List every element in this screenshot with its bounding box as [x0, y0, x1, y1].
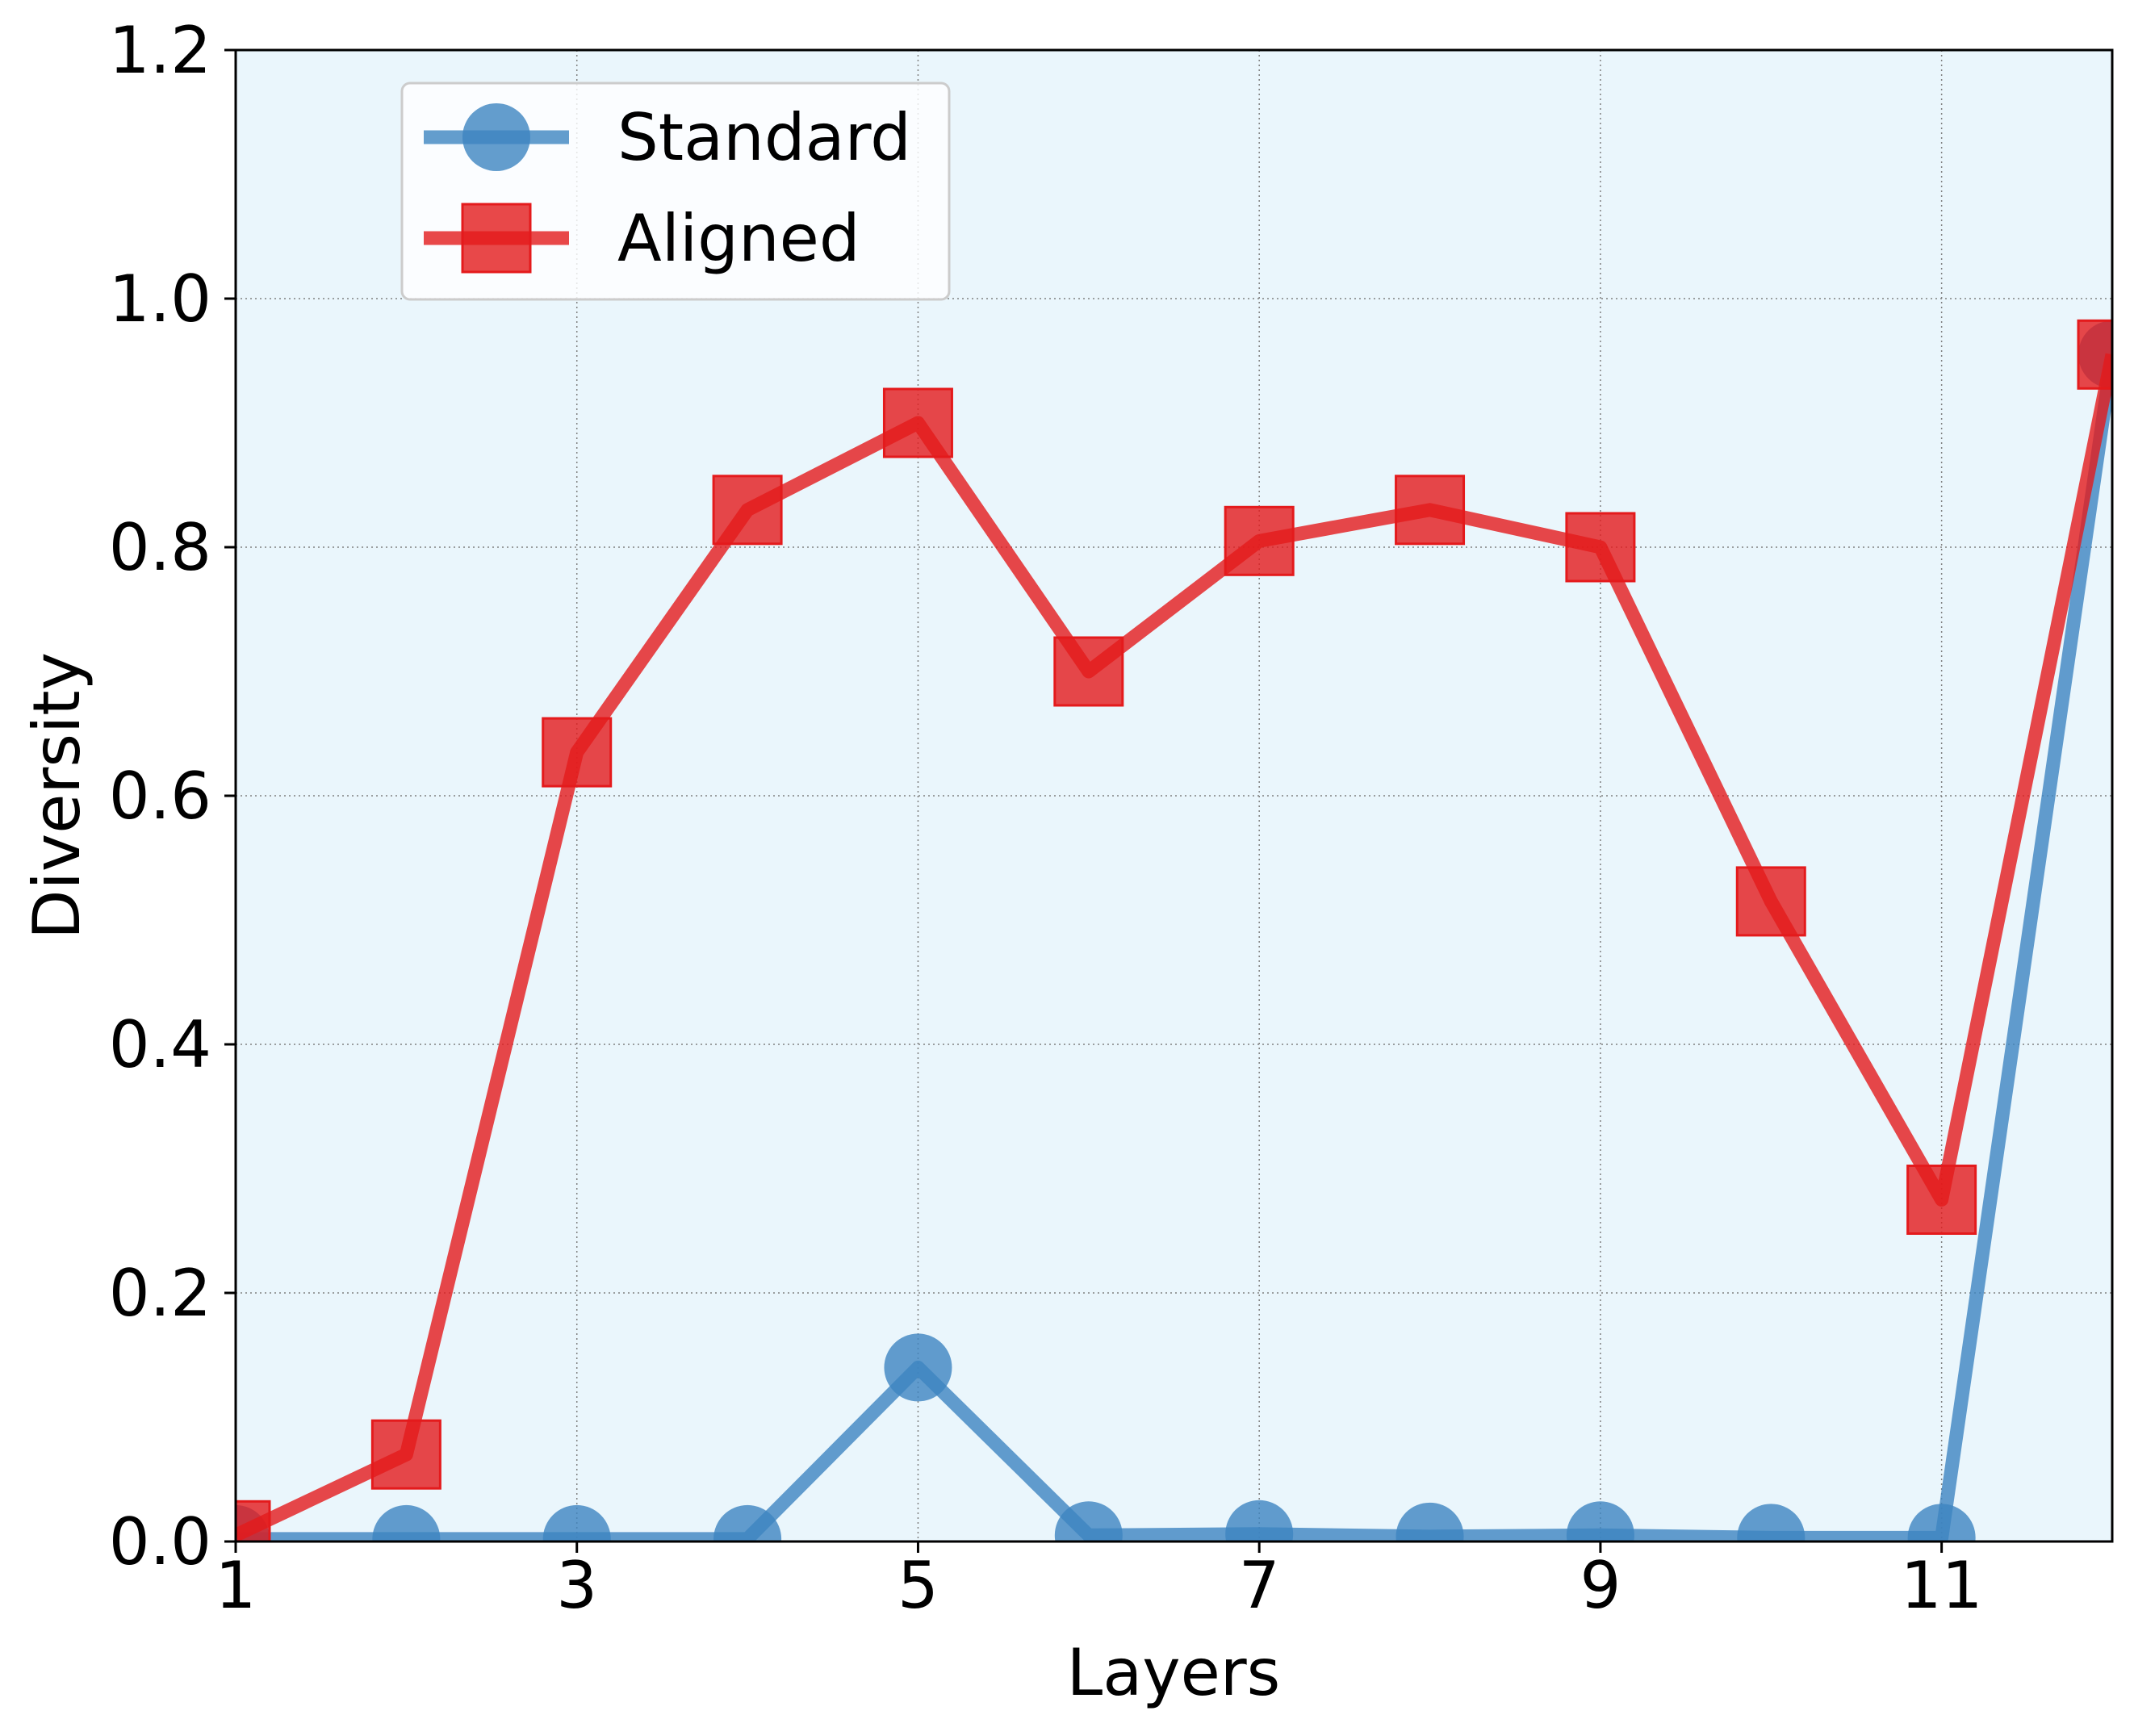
legend-label-standard: Standard [617, 100, 911, 175]
x-tick-label: 5 [898, 1548, 939, 1623]
x-tick-label: 11 [1901, 1548, 1983, 1623]
data-point-standard [1566, 1501, 1634, 1541]
axis-ticks: 1 3 5 7 9 11 0.0 0.2 0.4 0.6 0.8 1.0 1.2 [109, 13, 1983, 1623]
data-point-standard [1907, 1504, 1976, 1541]
x-axis-label: Layers [1067, 1635, 1281, 1710]
data-point-standard [1737, 1504, 1806, 1541]
data-point-aligned [2077, 319, 2112, 390]
series-layer [236, 319, 2112, 1541]
legend: Standard Aligned [400, 82, 951, 301]
data-point-aligned [1224, 505, 1295, 576]
data-point-standard [1395, 1502, 1464, 1541]
y-tick-label: 0.6 [109, 759, 211, 834]
series-standard [236, 320, 2112, 1541]
data-point-aligned [1053, 636, 1124, 707]
x-tick-label: 3 [556, 1548, 597, 1623]
data-point-aligned [542, 717, 613, 788]
data-point-standard [1054, 1501, 1123, 1541]
legend-marker-aligned [461, 203, 532, 274]
data-point-aligned [712, 475, 783, 546]
series-aligned [236, 319, 2112, 1541]
x-tick-label: 7 [1239, 1548, 1280, 1623]
data-point-standard [542, 1504, 611, 1541]
y-tick-label: 0.8 [109, 510, 211, 585]
series-line-aligned [236, 353, 2112, 1541]
legend-marker-standard [462, 103, 530, 171]
data-point-aligned [1565, 512, 1636, 583]
data-point-standard [884, 1333, 952, 1402]
data-point-aligned [1395, 475, 1466, 546]
y-tick-label: 1.2 [109, 13, 211, 88]
legend-entry-standard: Standard [424, 100, 911, 175]
data-point-aligned [1906, 1165, 1977, 1235]
y-tick-label: 0.4 [109, 1007, 211, 1082]
y-tick-label: 0.2 [109, 1256, 211, 1331]
data-point-standard [713, 1504, 782, 1541]
data-point-aligned [236, 1500, 271, 1541]
data-point-standard [1225, 1500, 1294, 1541]
data-point-aligned [1735, 866, 1806, 937]
y-tick-label: 0.0 [109, 1504, 211, 1579]
x-tick-label: 1 [215, 1548, 257, 1623]
x-tick-label: 9 [1580, 1548, 1621, 1623]
legend-label-aligned: Aligned [617, 201, 860, 276]
data-point-aligned [370, 1419, 441, 1490]
y-axis-label: Diversity [19, 652, 94, 939]
data-point-standard [372, 1504, 441, 1541]
data-point-aligned [882, 387, 953, 458]
legend-entry-aligned: Aligned [424, 201, 860, 276]
y-tick-label: 1.0 [109, 261, 211, 337]
